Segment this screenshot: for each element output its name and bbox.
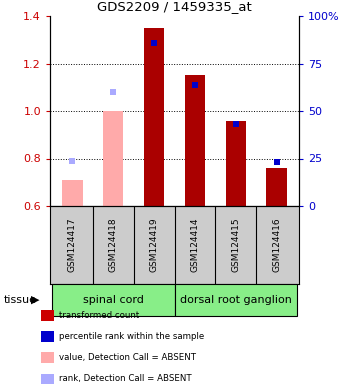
Text: dorsal root ganglion: dorsal root ganglion [180,295,292,305]
Text: value, Detection Call = ABSENT: value, Detection Call = ABSENT [59,353,196,362]
Text: percentile rank within the sample: percentile rank within the sample [59,332,204,341]
Text: GSM124416: GSM124416 [272,218,281,272]
Text: GSM124414: GSM124414 [190,218,199,272]
Bar [266,168,287,206]
Text: GSM124419: GSM124419 [150,218,159,272]
Text: transformed count: transformed count [59,311,139,320]
Bar [175,284,297,316]
Bar [103,111,123,206]
Bar [185,75,205,206]
Text: GSM124418: GSM124418 [109,218,118,272]
Text: GSM124415: GSM124415 [231,218,240,272]
Text: rank, Detection Call = ABSENT: rank, Detection Call = ABSENT [59,374,191,383]
Bar [144,28,164,206]
Text: spinal cord: spinal cord [83,295,144,305]
Bar [62,180,83,206]
Text: ▶: ▶ [31,295,39,305]
Text: tissue: tissue [3,295,36,305]
Bar [225,121,246,206]
Text: GSM124417: GSM124417 [68,218,77,272]
Title: GDS2209 / 1459335_at: GDS2209 / 1459335_at [97,0,252,13]
Bar [52,284,175,316]
